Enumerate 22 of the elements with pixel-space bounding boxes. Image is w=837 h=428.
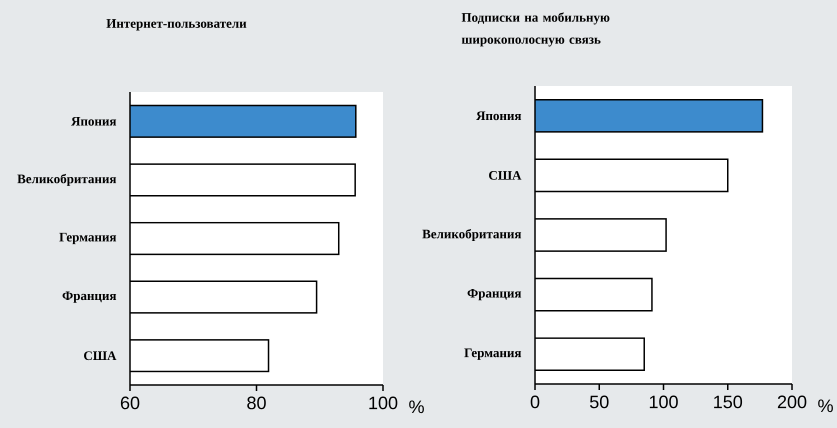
x-tick-label: 100: [369, 396, 398, 410]
y-tick-label: Германия: [464, 348, 522, 360]
y-tick-label: Великобритания: [422, 228, 522, 242]
x-axis-title: %: [818, 400, 833, 412]
x-tick-label: 60: [120, 396, 140, 410]
y-tick-label: Япония: [71, 116, 116, 126]
x-tick-label: 200: [778, 396, 806, 408]
chart-title: Интернет-пользователи: [106, 19, 246, 30]
x-tick-label: 0: [530, 396, 540, 408]
y-tick-label: США: [84, 351, 116, 360]
x-tick-label: 100: [650, 396, 678, 408]
y-tick-label: США: [489, 171, 522, 180]
y-tick-label: Франция: [62, 291, 116, 303]
y-tick-label: Германия: [59, 232, 116, 244]
y-tick-label: Великобритания: [17, 174, 116, 186]
x-tick-label: 50: [590, 396, 609, 408]
x-axis-title: %: [409, 400, 424, 414]
x-tick-label: 80: [247, 396, 266, 410]
y-tick-label: Япония: [476, 111, 522, 120]
x-tick-label: 150: [714, 396, 742, 408]
chart-title: Подписки на мобильную широкополосную связь: [462, 12, 610, 46]
y-tick-label: Франция: [468, 288, 522, 300]
